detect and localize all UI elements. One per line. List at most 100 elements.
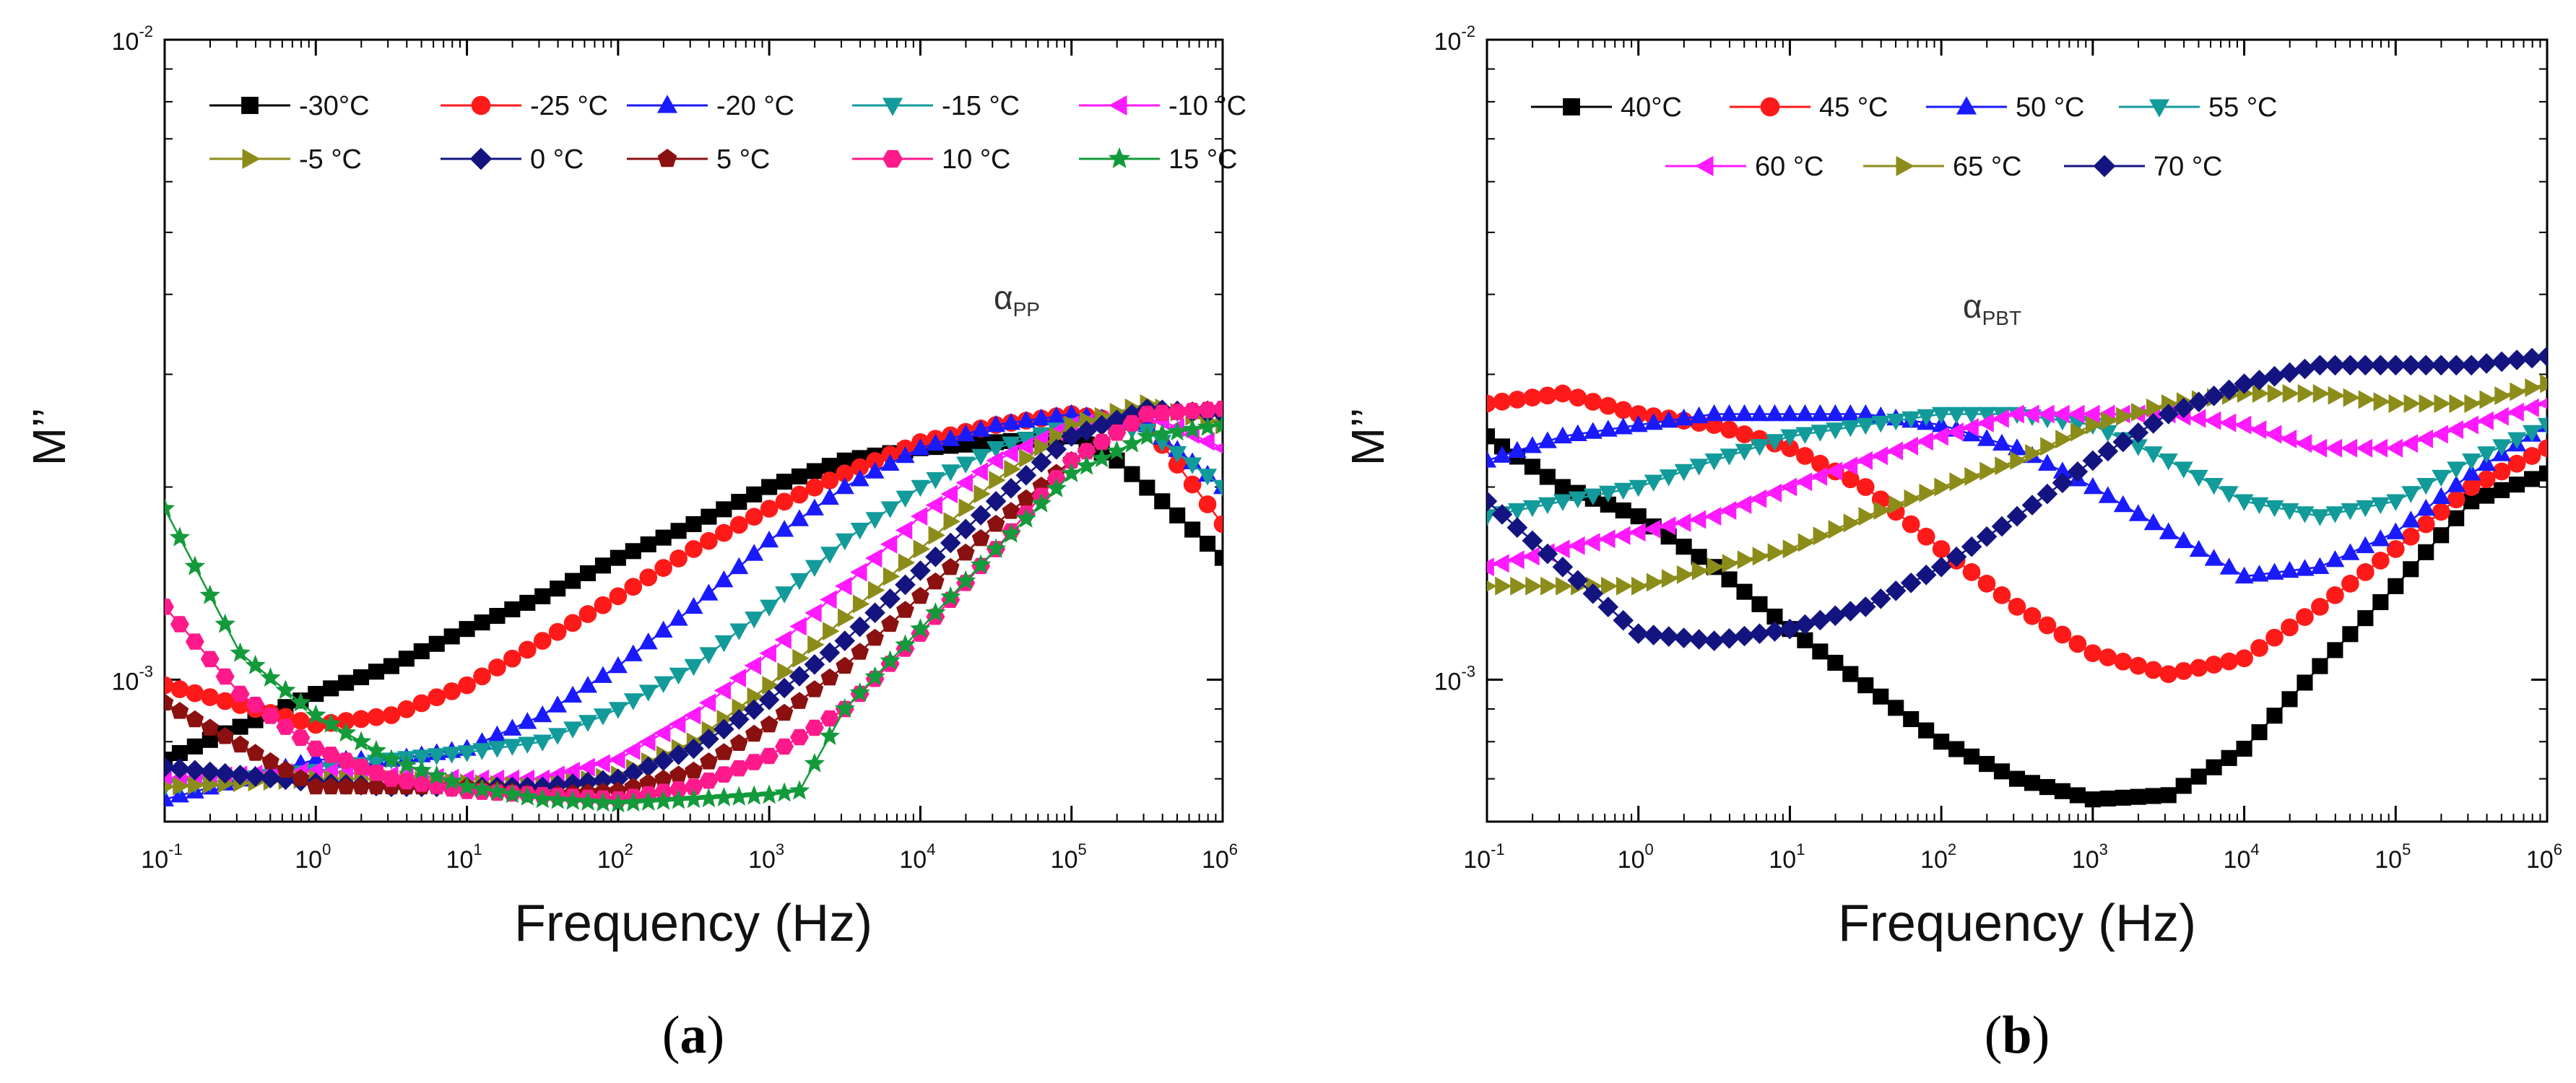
data-point <box>1582 583 1604 604</box>
data-point <box>955 570 976 590</box>
data-point <box>698 693 716 713</box>
data-point <box>245 766 266 787</box>
legend-item: -15 °C <box>852 91 1020 121</box>
relaxation-annotation: αPBT <box>1963 287 2021 329</box>
data-point <box>926 472 945 490</box>
data-point <box>1674 464 1694 482</box>
data-point <box>173 776 190 796</box>
data-point <box>1825 461 1843 481</box>
data-point <box>594 557 611 574</box>
data-point <box>880 453 900 471</box>
data-point <box>1584 393 1603 411</box>
data-point <box>2116 406 2133 426</box>
data-point <box>1583 422 1603 439</box>
data-point <box>2040 437 2057 456</box>
data-point <box>1781 439 1799 458</box>
data-point <box>186 684 204 703</box>
data-point <box>2373 392 2390 412</box>
legend-item: 0 °C <box>441 144 584 175</box>
data-point <box>1184 521 1201 538</box>
legend-label: -30°C <box>299 91 370 121</box>
data-point <box>2037 453 2057 471</box>
series-45c <box>1487 384 2547 684</box>
legend-marker <box>2093 155 2116 178</box>
data-point <box>1932 406 1951 425</box>
relaxation-annotation: αPP <box>994 279 1040 321</box>
data-point <box>2205 656 2223 674</box>
data-point <box>699 647 719 664</box>
data-point <box>2340 438 2358 458</box>
data-point <box>684 658 703 677</box>
data-point <box>1826 422 1845 440</box>
data-point <box>1765 434 1784 451</box>
data-point <box>533 705 552 723</box>
data-point <box>2145 788 2161 804</box>
data-point <box>1764 483 1782 503</box>
data-point <box>532 788 553 809</box>
data-point <box>1704 453 1724 471</box>
data-point <box>1992 586 2011 604</box>
data-point <box>638 732 656 752</box>
data-point <box>165 693 174 710</box>
data-point <box>1538 386 1557 405</box>
data-point <box>2372 593 2389 611</box>
x-tick-exponent: 4 <box>2250 840 2259 858</box>
data-point <box>2055 430 2073 449</box>
data-point <box>834 630 856 651</box>
data-point <box>2461 415 2479 435</box>
data-point <box>186 738 203 754</box>
data-point <box>1901 515 1920 534</box>
data-point <box>2265 562 2284 580</box>
data-point <box>456 775 477 796</box>
data-point <box>1736 583 1753 600</box>
x-tick-label: 103 <box>2072 840 2108 874</box>
data-point <box>2357 610 2374 627</box>
data-point <box>685 516 702 532</box>
data-point <box>1904 489 1921 508</box>
data-point <box>1767 543 1785 562</box>
series-layer <box>165 394 1223 813</box>
data-point <box>428 635 445 652</box>
data-point <box>1734 625 1755 647</box>
data-point <box>2129 656 2148 675</box>
data-point <box>1510 576 1527 596</box>
data-point <box>2068 404 2085 424</box>
data-point <box>864 602 885 623</box>
data-point <box>1977 575 1996 593</box>
data-point <box>895 574 916 596</box>
data-point <box>1002 502 1020 519</box>
data-point <box>2419 394 2436 413</box>
data-point <box>791 468 808 484</box>
data-point <box>746 486 763 503</box>
data-point <box>745 754 764 770</box>
data-point <box>850 562 867 582</box>
data-point <box>2401 527 2420 546</box>
data-point <box>638 684 658 702</box>
data-point <box>1855 596 1876 617</box>
legend-marker <box>469 147 493 170</box>
data-point <box>2328 386 2345 405</box>
data-point <box>2219 486 2239 503</box>
data-point <box>1076 455 1097 475</box>
data-point <box>578 715 597 732</box>
legend-item: 65 °C <box>1863 152 2021 182</box>
x-tick-label: 102 <box>597 840 633 874</box>
data-point <box>1506 517 1528 538</box>
data-point <box>1964 748 1980 765</box>
legend-item: 5 °C <box>627 144 770 175</box>
data-point <box>2204 549 2224 566</box>
data-point <box>1719 404 1739 422</box>
data-point <box>1213 443 1223 454</box>
data-point <box>2434 394 2451 413</box>
x-tick-exponent: 0 <box>322 840 331 858</box>
data-point <box>367 765 386 781</box>
legend-marker <box>471 95 491 116</box>
data-point <box>941 464 960 482</box>
data-point <box>668 714 686 734</box>
data-point <box>775 492 794 511</box>
data-point <box>639 568 658 587</box>
series-40c <box>1487 428 2547 808</box>
data-point <box>2463 493 2480 510</box>
data-point <box>2067 461 2089 482</box>
data-point <box>895 490 915 508</box>
